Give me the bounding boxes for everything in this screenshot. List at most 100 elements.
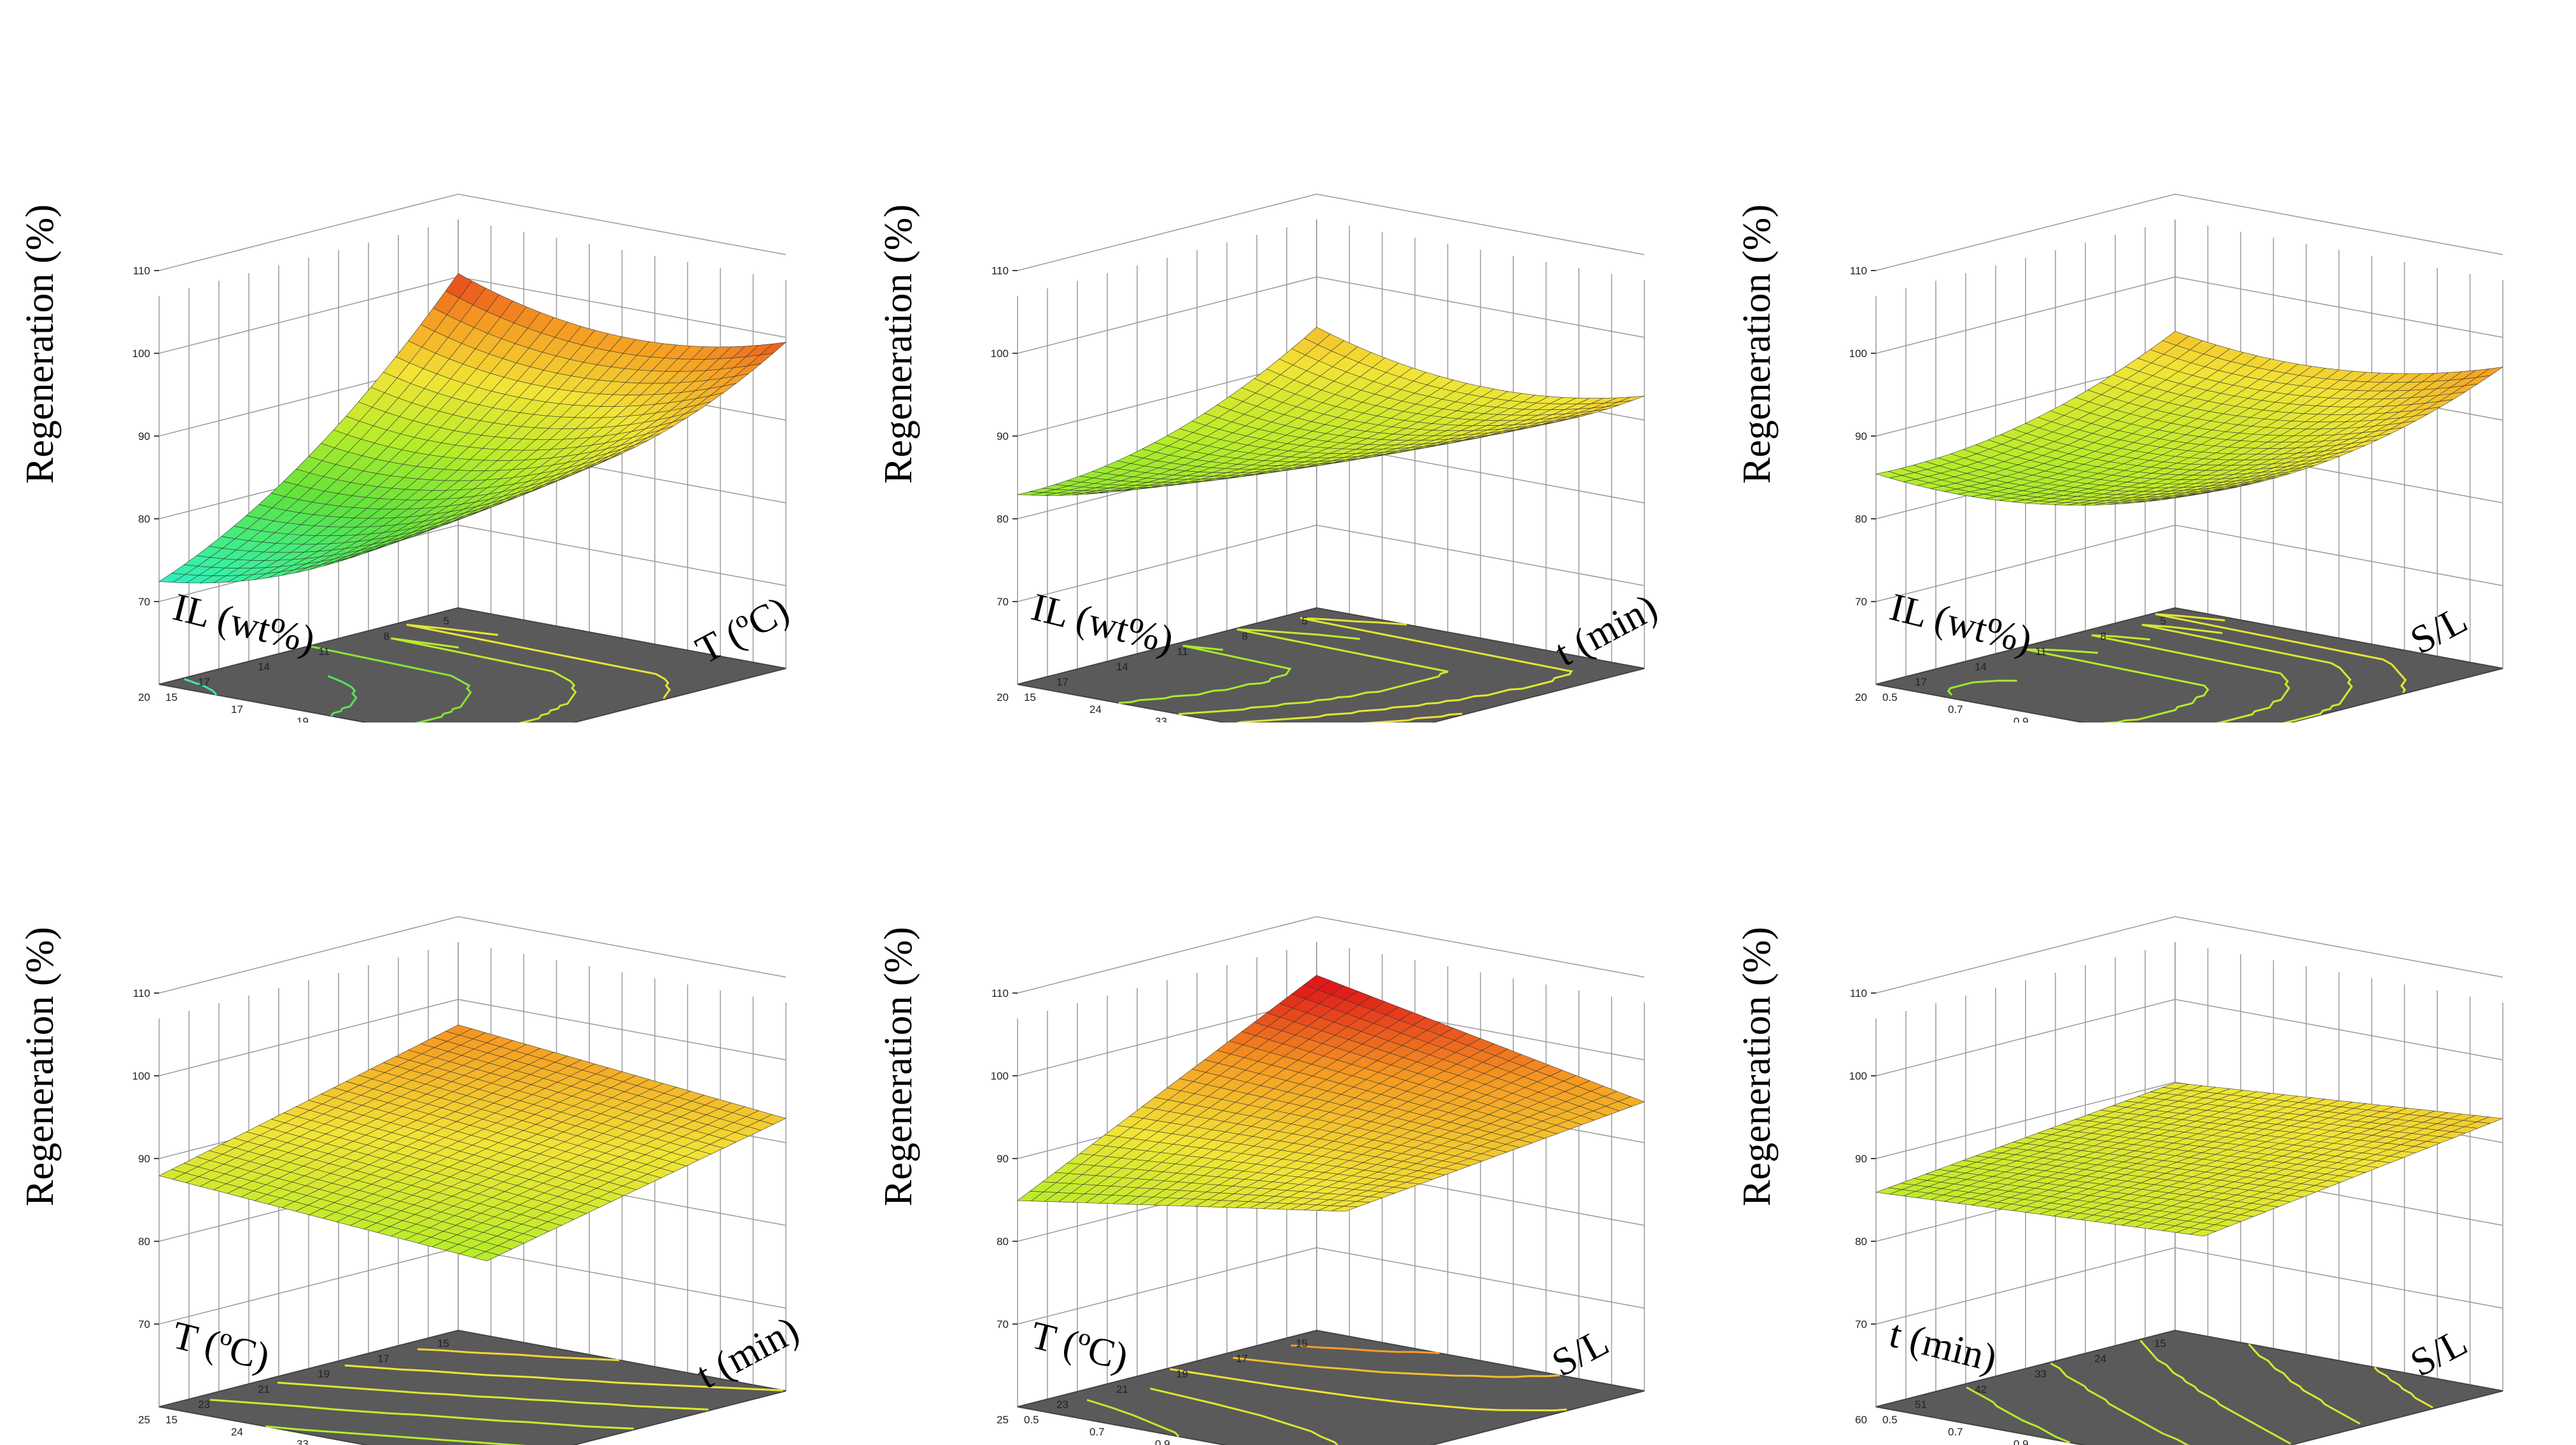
y-ticks: 0.50.70.91.11.31.5 (1024, 1414, 1170, 1445)
contour-line (1947, 679, 2017, 696)
x-tick-label: 17 (1236, 1353, 1248, 1365)
y-tick-label: 24 (1089, 703, 1102, 715)
x-tick-label: 11 (2035, 645, 2047, 658)
contour-floor (158, 607, 787, 722)
contour-line (1966, 1386, 2071, 1444)
gridline (1875, 276, 2503, 354)
gridline (1875, 194, 2503, 271)
gridline (158, 999, 787, 1076)
z-axis-label: Regeneration (%) (877, 204, 920, 484)
z-tick-label: 110 (1850, 987, 1867, 999)
z-tick-label: 100 (991, 1070, 1009, 1082)
z-ticks: 70 80 90 100 110 (1849, 987, 1876, 1330)
y-tick-label: 33 (297, 1438, 309, 1445)
x-ticks: 5 8 11 14 17 20 (1855, 615, 2166, 703)
contour-lines (1086, 1344, 1567, 1445)
x-tick-label: 25 (138, 1414, 150, 1426)
x-tick-label: 14 (258, 661, 270, 673)
contour-line (210, 1399, 634, 1430)
contour-lines (1947, 613, 2407, 722)
gridline (1017, 525, 1645, 602)
gridline (158, 1247, 787, 1325)
contour-line (1291, 1344, 1440, 1355)
z-tick-label: 90 (138, 1153, 150, 1165)
gridline (1017, 916, 1645, 994)
z-tick-label: 90 (997, 430, 1009, 442)
gridline (1875, 999, 2503, 1076)
y-tick-label: 17 (231, 703, 243, 715)
z-tick-label: 70 (138, 1318, 150, 1330)
x-tick-label: 17 (1056, 676, 1068, 688)
z-ticks: 70 80 90 100 110 (132, 987, 159, 1330)
contour-line (311, 645, 472, 722)
x-tick-label: 51 (1915, 1399, 1927, 1411)
z-axis-label: Regeneration (%) (877, 927, 920, 1206)
z-axis-label: Regeneration (%) (1735, 204, 1779, 484)
contour-line (406, 623, 671, 700)
x-tick-label: 19 (1176, 1368, 1188, 1380)
x-tick-label: 14 (1116, 661, 1128, 673)
contour-line (2091, 634, 2290, 722)
surface-cell (759, 342, 787, 356)
response-surface (1017, 327, 1645, 496)
z-tick-label: 70 (1855, 1318, 1867, 1330)
contour-line (344, 1364, 783, 1392)
x-ticks: 15 17 19 21 23 25 (138, 1337, 449, 1426)
y-tick-label: 0.5 (1882, 1414, 1898, 1426)
z-ticks: 70 80 90 100 110 (991, 987, 1018, 1330)
gridline (158, 916, 787, 994)
z-tick-label: 100 (991, 348, 1009, 360)
gridline (1017, 276, 1645, 354)
surface-cell (759, 1114, 787, 1125)
y-tick-label: 0.9 (1155, 1438, 1170, 1445)
contour-line (2374, 1366, 2433, 1409)
z-axis-label: Regeneration (%) (1735, 927, 1779, 1206)
contour-floor (1017, 1329, 1645, 1445)
x-tick-label: 8 (384, 630, 389, 642)
contour-line (391, 637, 577, 722)
contour-lines (184, 623, 671, 722)
z-tick-label: 110 (991, 987, 1009, 999)
z-tick-label: 80 (138, 513, 150, 525)
y-tick-label: 0.7 (1089, 1426, 1105, 1438)
surface-cell (1618, 395, 1645, 402)
contour-line (2026, 648, 2209, 722)
x-tick-label: 14 (1975, 661, 1987, 673)
x-tick-label: 17 (198, 676, 210, 688)
z-tick-label: 70 (1855, 596, 1867, 608)
x-ticks: 15 24 33 42 51 60 (1855, 1337, 2166, 1426)
gridline (158, 194, 787, 271)
x-tick-label: 8 (1242, 630, 1248, 642)
x-tick-label: 5 (444, 615, 449, 627)
y-tick-label: 0.7 (1948, 1426, 1963, 1438)
z-tick-label: 110 (133, 987, 150, 999)
contour-line (277, 1381, 709, 1411)
response-surface (1875, 331, 2503, 506)
contour-line (1170, 1368, 1567, 1412)
contour-line (2155, 613, 2407, 694)
x-tick-label: 23 (1056, 1399, 1068, 1411)
z-tick-label: 90 (1855, 430, 1867, 442)
surface-cell (1618, 1096, 1645, 1107)
contour-line (1235, 617, 1573, 722)
contour-line (327, 675, 358, 717)
x-tick-label: 15 (2154, 1337, 2166, 1350)
contour-floor (1017, 607, 1645, 722)
x-tick-label: 17 (377, 1353, 389, 1365)
z-tick-label: 100 (132, 1070, 150, 1082)
x-ticks: 5 8 11 14 17 20 (138, 615, 449, 703)
y-ticks: 0.50.70.91.11.31.5 (1882, 1414, 2029, 1445)
z-tick-label: 70 (138, 596, 150, 608)
z-tick-label: 80 (1855, 1236, 1867, 1248)
x-tick-label: 11 (1177, 645, 1188, 658)
plot-canvas: 7080901001101524334251600.50.70.91.11.31… (1849, 916, 2503, 1445)
contour-lines (1966, 1339, 2433, 1445)
z-tick-label: 80 (997, 513, 1009, 525)
z-tick-label: 70 (997, 1318, 1009, 1330)
z-tick-label: 90 (997, 1153, 1009, 1165)
contour-line (1118, 644, 1292, 704)
y-tick-label: 15 (1024, 691, 1036, 703)
response-surface (1875, 1082, 2503, 1237)
x-tick-label: 33 (2034, 1368, 2047, 1380)
plot-canvas: 7080901001101517192123250.50.70.91.11.31… (991, 916, 1645, 1445)
